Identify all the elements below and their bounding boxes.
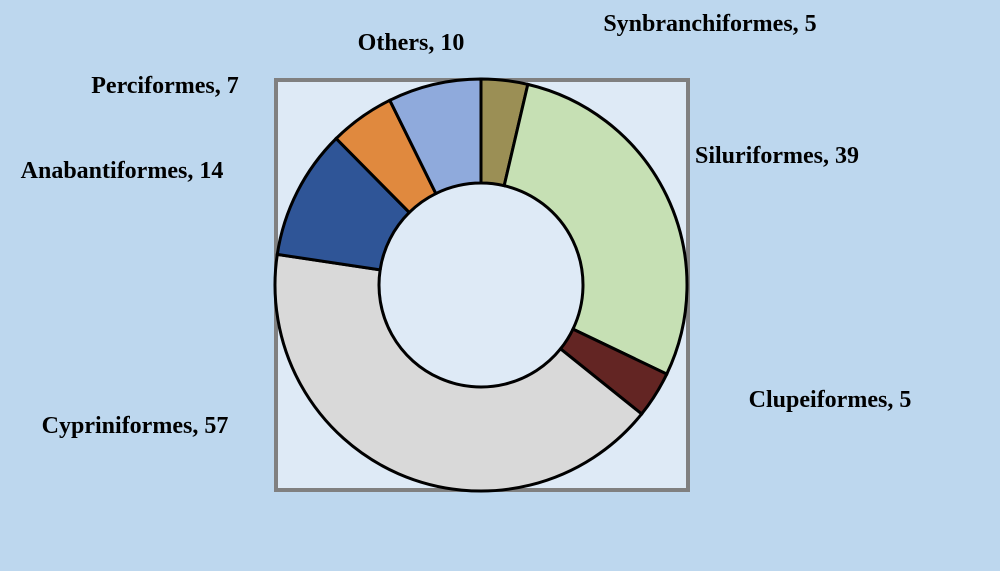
data-label: Perciformes, 7 [91,73,239,99]
data-label: Others, 10 [357,30,465,56]
data-label: Synbranchiformes, 5 [603,11,817,37]
donut-slice [387,77,483,196]
data-label: Clupeiformes, 5 [748,387,912,413]
data-label: Siluriformes, 39 [695,143,859,169]
donut-slice [502,82,689,377]
data-label: Anabantiformes, 14 [20,158,224,184]
donut-slice [273,252,644,493]
data-label: Cypriniformes, 57 [41,413,229,439]
